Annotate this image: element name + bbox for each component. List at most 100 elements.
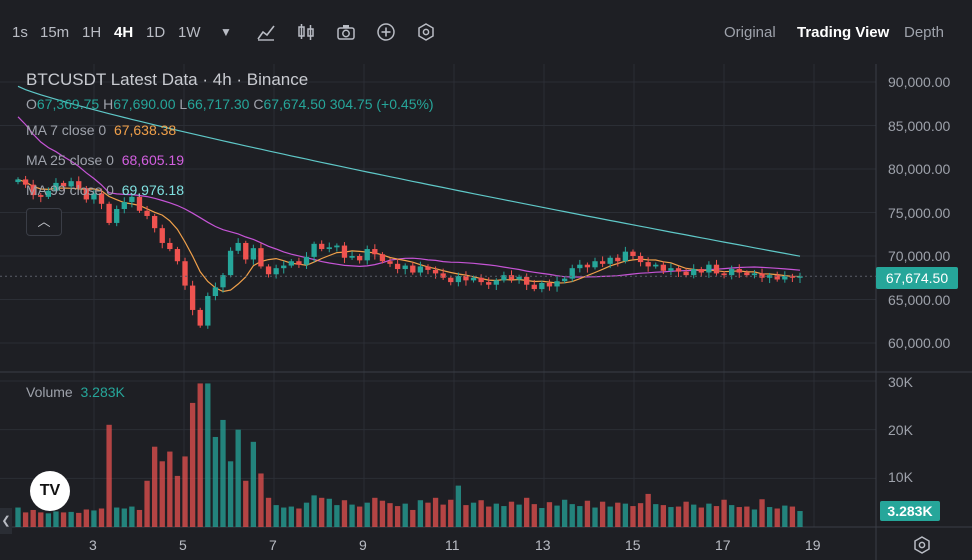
volume-bar: [417, 500, 424, 527]
price-tick: 90,000.00: [888, 74, 951, 90]
candle-body: [531, 284, 537, 290]
volume-bar: [235, 429, 241, 527]
time-tick: 17: [715, 537, 731, 553]
volume-bar: [356, 506, 363, 527]
volume-bar: [281, 507, 287, 527]
volume-bar: [766, 507, 773, 527]
ma99-legend: MA 99 close 0 69,976.18: [26, 182, 184, 198]
candle-body: [577, 264, 583, 269]
volume-bars: [15, 383, 803, 527]
volume-bar: [660, 505, 666, 527]
candle-body: [311, 243, 317, 257]
candle-body: [410, 265, 416, 273]
ma99-value: 69,976.18: [121, 182, 185, 198]
volume-bar: [599, 501, 606, 527]
volume-bar: [744, 506, 750, 527]
volume-bar: [729, 505, 735, 527]
volume-bar: [303, 502, 310, 527]
candle-body: [91, 193, 97, 200]
candle-body: [470, 277, 477, 281]
candle-body: [478, 277, 484, 283]
ohlc-legend: O67,369.75 H67,690.00 L66,717.30 C67,674…: [26, 96, 434, 112]
candle-body: [60, 182, 67, 187]
price-tick: 60,000.00: [888, 335, 951, 351]
collapse-legend-button[interactable]: ︿: [26, 208, 62, 236]
timeframe-1h[interactable]: 1H: [82, 24, 102, 41]
price-tick: 85,000.00: [888, 118, 951, 134]
time-tick: 19: [805, 537, 821, 553]
candle-body: [759, 273, 765, 278]
volume-bar: [60, 512, 67, 527]
timeframe-1s[interactable]: 1s: [12, 24, 28, 41]
indicator-icon[interactable]: [256, 22, 276, 42]
volume-bar: [22, 512, 29, 527]
candle-body: [15, 179, 21, 183]
volume-bar: [637, 503, 644, 527]
volume-bar: [486, 506, 492, 527]
candle-body: [668, 268, 674, 271]
chart-settings-button[interactable]: [912, 535, 932, 555]
candle-body: [615, 257, 621, 262]
view-trading-view[interactable]: Trading View: [797, 24, 890, 41]
volume-bar: [683, 501, 689, 527]
volume-bar: [174, 475, 181, 527]
tradingview-logo[interactable]: TV: [30, 471, 70, 511]
volume-bar: [668, 507, 674, 527]
candle-body: [174, 249, 181, 262]
volume-bar: [273, 505, 279, 527]
camera-icon[interactable]: [336, 22, 356, 42]
volume-bar: [463, 505, 469, 527]
candle-body: [402, 265, 408, 270]
volume-bar: [387, 503, 393, 527]
candle-body: [356, 256, 363, 261]
timeframe-1d[interactable]: 1D: [146, 24, 166, 41]
price-tick: 70,000.00: [888, 248, 951, 264]
candle-body: [432, 269, 439, 274]
candle-body: [524, 276, 530, 285]
candle-body: [98, 193, 105, 204]
candle-body: [30, 184, 36, 196]
view-depth[interactable]: Depth: [904, 24, 945, 41]
candle-body: [296, 261, 302, 265]
volume-bar: [197, 383, 203, 527]
scroll-left-button[interactable]: ❮: [0, 508, 12, 534]
candle-body: [630, 251, 636, 256]
settings-hex-icon[interactable]: [416, 22, 436, 42]
volume-tick: 20K: [888, 422, 913, 438]
candle-body: [463, 276, 469, 281]
volume-bar: [470, 502, 477, 527]
candle-body: [235, 242, 241, 251]
candle-style-icon[interactable]: [296, 22, 316, 42]
view-original[interactable]: Original: [724, 24, 776, 41]
volume-bar: [539, 508, 545, 527]
high-label: H: [103, 96, 114, 112]
candle-body: [144, 210, 150, 216]
candle-body: [258, 248, 264, 267]
chart-grid: [0, 64, 972, 560]
volume-bar: [706, 503, 712, 527]
volume-bar: [98, 508, 105, 527]
volume-bar: [38, 512, 44, 527]
timeframe-1w[interactable]: 1W: [178, 24, 201, 41]
add-icon[interactable]: [376, 22, 396, 42]
candle-body: [782, 276, 788, 280]
volume-bar: [554, 505, 560, 527]
timeframe-15m[interactable]: 15m: [40, 24, 70, 41]
candle-body: [744, 272, 750, 276]
caret-down-icon[interactable]: ▼: [220, 25, 232, 39]
candle-body: [334, 245, 340, 248]
candle-body: [691, 269, 697, 276]
timeframe-4h[interactable]: 4H: [114, 24, 134, 41]
price-tick: 65,000.00: [888, 292, 951, 308]
volume-bar: [524, 497, 530, 527]
volume-bar: [501, 506, 507, 527]
candle-body: [281, 265, 287, 269]
volume-bar: [615, 502, 621, 527]
ma7-value: 67,638.38: [113, 122, 177, 138]
volume-bar: [782, 505, 788, 527]
chart-title: BTCUSDT Latest Data · 4h · Binance: [26, 70, 309, 89]
volume-bar: [349, 504, 355, 527]
time-tick: 13: [535, 537, 551, 553]
volume-bar: [311, 495, 317, 527]
